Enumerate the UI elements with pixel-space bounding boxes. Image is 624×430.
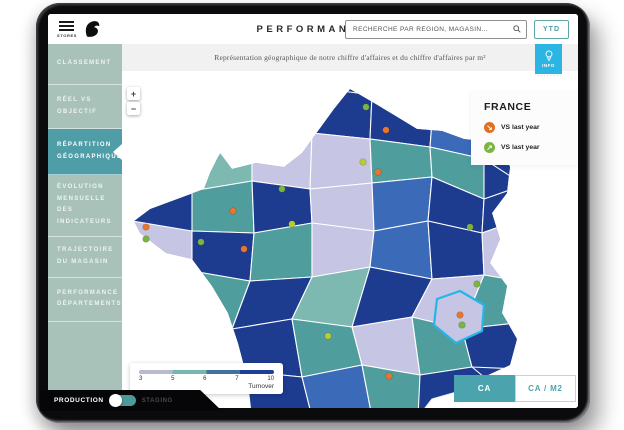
scale-tick: 10 [267, 376, 274, 382]
region-title: FRANCE [484, 101, 532, 113]
brand-logo-icon [85, 21, 100, 37]
metric-toggle-group: CA CA / M2 [454, 375, 576, 402]
map-marker-green[interactable] [362, 103, 370, 111]
staging-label: STAGING [141, 397, 173, 404]
scale-tick: 5 [171, 376, 175, 382]
search-box[interactable] [345, 19, 527, 39]
scale-tick: 3 [139, 376, 143, 382]
info-button-label: INFO [542, 63, 555, 68]
top-bar: STORES PERFORMANCE YTD [48, 14, 578, 44]
scale-label: Turnover [248, 383, 274, 390]
search-icon [513, 25, 521, 33]
search-input[interactable] [351, 24, 513, 34]
hamburger-icon [59, 20, 75, 33]
turnover-scale-card: 3 5 6 7 10 Turnover [130, 363, 283, 394]
legend-row-up: ↗ VS last year [484, 142, 578, 153]
region-legend-card: FRANCE ↘ VS last year ↗ VS last year [471, 90, 578, 165]
legend-row-down: ↘ VS last year [484, 122, 578, 133]
sidebar-item-repartition-geographique[interactable]: RÉPARTITION GÉOGRAPHIQUE [48, 129, 122, 175]
map-marker-lime[interactable] [359, 158, 367, 166]
map-marker-orange[interactable] [374, 168, 382, 176]
toggle-knob[interactable] [108, 394, 122, 407]
sidebar-item-label: RÉPARTITION GÉOGRAPHIQUE [57, 141, 123, 160]
subtitle-text: Représentation géographique de notre chi… [214, 53, 486, 62]
map-marker-lime[interactable] [324, 332, 332, 340]
color-scale-bar [139, 370, 274, 374]
sidebar-item-reel-vs-objectif[interactable]: RÉEL VS OBJECTIF [48, 85, 122, 129]
sidebar-item-label: ÉVOLUTION MENSUELLE DES INDICATEURS [57, 184, 112, 226]
map-marker-orange[interactable] [229, 207, 237, 215]
map-marker-orange[interactable] [240, 245, 248, 253]
map-zoom-controls: + − [127, 87, 140, 117]
subtitle-bar: Représentation géographique de notre chi… [122, 44, 578, 71]
stores-menu-label: STORES [57, 33, 77, 39]
sidebar-item-label: CLASSEMENT [57, 60, 112, 67]
map-marker-green[interactable] [466, 223, 474, 231]
legend-label: VS last year [501, 144, 540, 151]
map-marker-green[interactable] [278, 185, 286, 193]
environment-toggle[interactable] [108, 394, 136, 407]
sidebar-item-label: TRAJECTOIRE DU MAGASIN [57, 247, 114, 265]
tablet-frame: STORES PERFORMANCE YTD Représentation gé… [36, 3, 590, 423]
active-item-arrow [113, 143, 122, 160]
scale-ticks: 3 5 6 7 10 [139, 376, 274, 382]
map-marker-orange[interactable] [382, 126, 390, 134]
ytd-button[interactable]: YTD [534, 19, 569, 39]
legend-label: VS last year [501, 124, 540, 131]
sidebar-item-trajectoire-magasin[interactable]: TRAJECTOIRE DU MAGASIN [48, 237, 122, 278]
map-marker-green[interactable] [142, 235, 150, 243]
map-marker-lime[interactable] [288, 220, 296, 228]
map-area: + − FRANCE ↘ VS last year ↗ VS last year… [122, 71, 578, 408]
map-marker-green[interactable] [458, 321, 466, 329]
arrow-up-right-icon: ↗ [484, 142, 495, 153]
scale-tick: 7 [235, 376, 239, 382]
map-marker-orange[interactable] [456, 311, 464, 319]
zoom-in-button[interactable]: + [127, 87, 140, 100]
map-marker-orange[interactable] [385, 372, 393, 380]
ca-toggle-button[interactable]: CA [454, 375, 515, 402]
info-dots-decoration: ······· [537, 73, 560, 79]
sidebar-nav: CLASSEMENT RÉEL VS OBJECTIF RÉPARTITION … [48, 44, 122, 408]
map-marker-orange[interactable] [142, 223, 150, 231]
arrow-down-right-icon: ↘ [484, 122, 495, 133]
lightbulb-icon [545, 50, 552, 61]
zoom-out-button[interactable]: − [127, 102, 140, 115]
sidebar-item-label: PERFORMANCE DÉPARTEMENTS [57, 289, 122, 308]
store-markers[interactable] [142, 103, 481, 380]
sidebar-item-performance-departements[interactable]: PERFORMANCE DÉPARTEMENTS [48, 278, 122, 322]
app-screen: STORES PERFORMANCE YTD Représentation gé… [48, 14, 578, 408]
map-marker-green[interactable] [473, 280, 481, 288]
sidebar-item-evolution-mensuelle[interactable]: ÉVOLUTION MENSUELLE DES INDICATEURS [48, 175, 122, 237]
scale-tick: 6 [203, 376, 207, 382]
sidebar-item-classement[interactable]: CLASSEMENT [48, 44, 122, 85]
map-marker-green[interactable] [197, 238, 205, 246]
ca-m2-toggle-button[interactable]: CA / M2 [515, 375, 576, 402]
info-button[interactable]: INFO [535, 44, 562, 74]
sidebar-item-label: RÉEL VS OBJECTIF [57, 96, 98, 115]
production-label: PRODUCTION [54, 397, 104, 404]
stores-menu-button[interactable]: STORES [57, 20, 77, 39]
environment-banner: PRODUCTION STAGING [40, 390, 222, 411]
